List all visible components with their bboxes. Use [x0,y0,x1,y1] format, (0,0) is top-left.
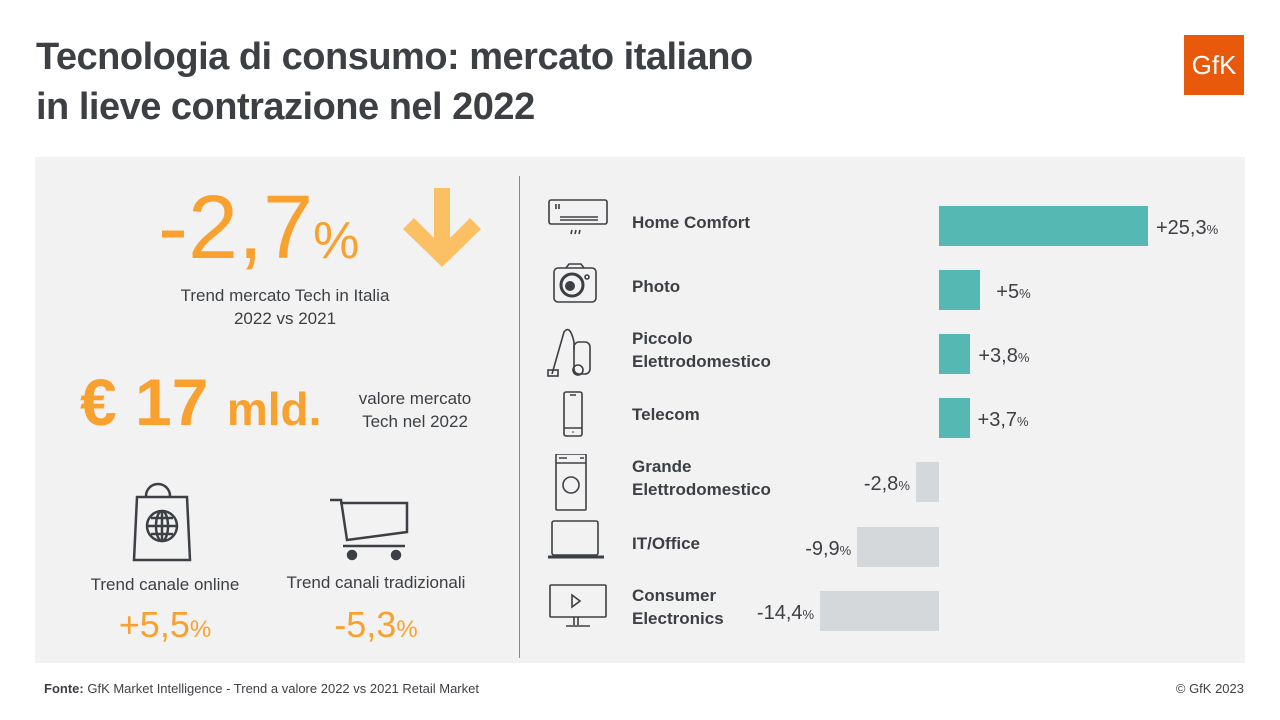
category-label: Photo [632,275,680,298]
trend-label-2: 2022 vs 2021 [233,309,337,328]
laptop-icon [548,520,604,559]
source-text: GfK Market Intelligence - Trend a valore… [87,681,479,696]
title-line-2: in lieve contrazione nel 2022 [36,86,535,128]
title-line-1: Tecnologia di consumo: mercato italiano [36,36,753,78]
value-label: -2,8% [863,473,910,495]
market-number: € 17 [80,365,209,439]
value-label: +25,3% [1155,217,1219,239]
value-label: +3,7% [977,409,1029,431]
market-label: valore mercato Tech nel 2022 [340,387,490,433]
bar [939,270,981,310]
online-channel-label: Trend canale online [90,575,240,594]
category-label-line: Home Comfort [632,212,751,232]
market-label-2: Tech nel 2022 [362,412,468,431]
washing-machine-icon [555,454,587,511]
category-label-line: Elettrodomestico [632,352,771,371]
category-label-line: Photo [632,276,681,296]
source-label: Fonte: [44,681,84,696]
value-label: +5% [996,281,1031,303]
category-label-line: Consumer [632,586,717,605]
value-label: -9,9% [805,538,852,560]
market-unit: mld. [226,383,322,435]
bar [915,462,939,502]
category-label: Home Comfort [632,211,750,234]
market-label-1: valore mercato [358,389,472,408]
traditional-channel-value: -5,3% [276,604,476,646]
logo-text: GfK [1191,49,1237,80]
category-label: Telecom [632,403,700,426]
gfk-logo: GfK [1184,35,1244,95]
footer-source: Fonte: GfK Market Intelligence - Trend a… [44,681,479,696]
copyright: © GfK 2023 [1175,681,1244,696]
shopping-cart-icon [330,498,409,561]
traditional-number: -5,3 [334,604,397,645]
bar [820,591,939,631]
market-value: € 17 mld. [80,362,321,449]
category-label-line: Telecom [632,404,700,424]
trend-number: -2,7 [158,178,314,278]
value-label: -14,4% [756,602,815,624]
online-unit: % [189,616,212,643]
bar [857,527,939,567]
online-channel-value: +5,5% [65,604,265,646]
category-label-line: Grande [632,457,692,476]
trend-label-1: Trend mercato Tech in Italia [180,286,390,305]
market-trend-value: -2,7% [158,178,359,291]
divider [519,176,520,658]
trend-unit: % [313,212,360,270]
bar [939,398,970,438]
bar [939,334,971,374]
category-label-line: Elettrodomestico [632,480,771,499]
category-label: Grande Elettrodomestico [632,455,771,501]
category-label-line: IT/Office [632,533,701,553]
bar [939,206,1148,246]
category-label: IT/Office [632,532,700,555]
shopping-bag-globe-icon [132,482,192,562]
category-label: Piccolo Elettrodomestico [632,327,771,373]
online-number: +5,5 [118,604,190,645]
camera-icon [553,263,597,303]
category-label-line: Piccolo [632,329,693,348]
category-label-line: Electronics [632,609,724,628]
smartphone-icon [563,391,583,437]
page-title: Tecnologia di consumo: mercato italiano … [36,32,753,132]
traditional-unit: % [396,616,418,643]
traditional-channel-label: Trend canali tradizionali [286,573,466,592]
value-label: +3,8% [978,345,1030,367]
category-label: Consumer Electronics [632,584,724,630]
vacuum-cleaner-icon [547,328,591,377]
tv-icon [549,584,607,627]
arrow-down-icon [403,188,481,267]
trend-label: Trend mercato Tech in Italia 2022 vs 2021 [150,284,420,330]
air-conditioner-icon [548,199,608,235]
